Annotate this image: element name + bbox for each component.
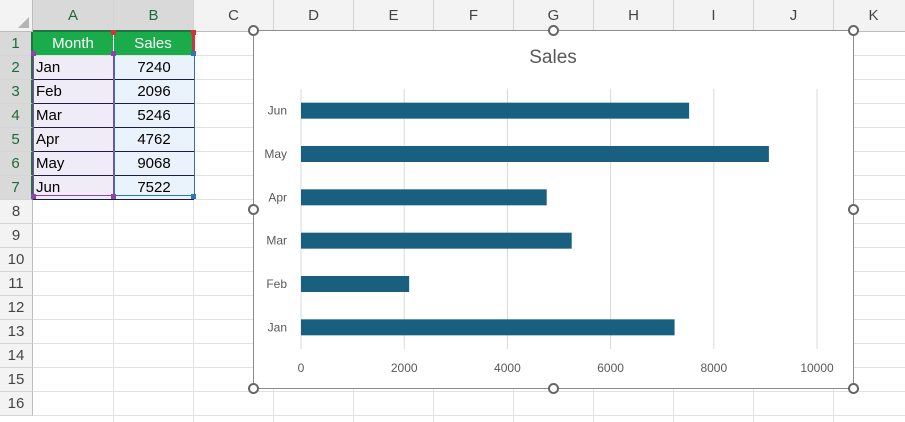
- resize-handle-top[interactable]: [548, 25, 559, 36]
- cell-a1-month-header[interactable]: Month: [33, 32, 114, 55]
- column-header-b[interactable]: B: [114, 0, 194, 32]
- column-header-c[interactable]: C: [194, 0, 274, 32]
- bar-jun: [301, 102, 690, 119]
- row-header-9[interactable]: 9: [0, 224, 33, 248]
- column-header-j[interactable]: J: [754, 0, 834, 32]
- value-range-outline: [114, 55, 195, 196]
- row-header-14[interactable]: 14: [0, 344, 33, 368]
- row-header-6[interactable]: 6: [0, 152, 33, 176]
- chart-canvas: Sales 0 2000 4000 6000 8000 10000 Jan Feb Mar Apr M…: [264, 47, 834, 375]
- row-header-11[interactable]: 11: [0, 272, 33, 296]
- gridline-vertical: [193, 32, 194, 422]
- bar-feb: [301, 276, 410, 292]
- range-handle[interactable]: [31, 51, 36, 56]
- row-header-1[interactable]: 1: [0, 32, 33, 56]
- y-category-label: Jun: [268, 104, 287, 118]
- resize-handle-bottom[interactable]: [548, 383, 559, 394]
- cell-a5-month[interactable]: Apr: [33, 128, 114, 152]
- resize-handle-left[interactable]: [248, 204, 259, 215]
- x-tick-label: 8000: [700, 361, 727, 375]
- chart-title[interactable]: Sales: [529, 47, 577, 68]
- range-handle[interactable]: [111, 51, 116, 56]
- y-category-label: May: [264, 147, 287, 161]
- cell-b7-sales[interactable]: 7522: [114, 176, 194, 200]
- category-range-outline: [33, 55, 114, 196]
- range-handle[interactable]: [111, 194, 116, 199]
- select-all-triangle-icon: [18, 17, 29, 28]
- range-handle[interactable]: [31, 194, 36, 199]
- resize-handle-top-right[interactable]: [848, 25, 859, 36]
- x-tick-label: 0: [298, 361, 305, 375]
- cell-a2-month[interactable]: Jan: [33, 56, 114, 80]
- cell-b5-sales[interactable]: 4762: [114, 128, 194, 152]
- bar-mar: [301, 232, 572, 249]
- column-header-i[interactable]: I: [674, 0, 754, 32]
- column-header-f[interactable]: F: [434, 0, 514, 32]
- cell-b6-sales[interactable]: 9068: [114, 152, 194, 176]
- select-all-corner[interactable]: [0, 0, 33, 32]
- row-header-7[interactable]: 7: [0, 176, 33, 200]
- range-handle[interactable]: [191, 194, 196, 199]
- row-header-2[interactable]: 2: [0, 56, 33, 80]
- row-header-10[interactable]: 10: [0, 248, 33, 272]
- cell-a3-month[interactable]: Feb: [33, 80, 114, 104]
- resize-handle-bottom-left[interactable]: [248, 383, 259, 394]
- resize-handle-top-left[interactable]: [248, 25, 259, 36]
- column-header-d[interactable]: D: [274, 0, 354, 32]
- x-tick-label: 6000: [597, 361, 624, 375]
- gridline-vertical: [113, 32, 114, 422]
- row-header-12[interactable]: 12: [0, 296, 33, 320]
- cell-b4-sales[interactable]: 5246: [114, 104, 194, 128]
- x-tick-label: 4000: [494, 361, 521, 375]
- bar-jan: [301, 319, 675, 336]
- cell-a7-month[interactable]: Jun: [33, 176, 114, 200]
- column-header-e[interactable]: E: [354, 0, 434, 32]
- header-range-edge: [193, 32, 195, 55]
- resize-handle-right[interactable]: [848, 204, 859, 215]
- range-handle[interactable]: [191, 51, 196, 56]
- column-header-h[interactable]: H: [594, 0, 674, 32]
- cell-a4-month[interactable]: Mar: [33, 104, 114, 128]
- y-category-label: Apr: [268, 190, 287, 204]
- range-handle[interactable]: [191, 30, 196, 35]
- bar-chart[interactable]: Sales 0 2000 4000 6000 8000 10000 Jan Feb Mar Apr M…: [253, 30, 854, 389]
- row-header-13[interactable]: 13: [0, 320, 33, 344]
- range-handle[interactable]: [111, 30, 116, 35]
- y-category-label: Feb: [266, 277, 287, 291]
- y-category-label: Mar: [266, 234, 287, 248]
- x-tick-label: 2000: [391, 361, 418, 375]
- gridline-horizontal: [33, 415, 905, 416]
- bar-apr: [301, 189, 547, 206]
- cell-b1-sales-header[interactable]: Sales: [114, 32, 194, 55]
- row-header-3[interactable]: 3: [0, 80, 33, 104]
- row-header-5[interactable]: 5: [0, 128, 33, 152]
- resize-handle-bottom-right[interactable]: [848, 383, 859, 394]
- bar-may: [301, 146, 769, 162]
- row-header-8[interactable]: 8: [0, 200, 33, 224]
- y-category-label: Jan: [268, 320, 287, 334]
- x-tick-label: 10000: [800, 361, 834, 375]
- cell-a6-month[interactable]: May: [33, 152, 114, 176]
- column-header-a[interactable]: A: [33, 0, 114, 32]
- column-header-k[interactable]: K: [834, 0, 905, 32]
- cell-b3-sales[interactable]: 2096: [114, 80, 194, 104]
- cell-b2-sales[interactable]: 7240: [114, 56, 194, 80]
- gridline-horizontal: [33, 391, 905, 392]
- row-header-16[interactable]: 16: [0, 392, 33, 416]
- row-header-15[interactable]: 15: [0, 368, 33, 392]
- row-header-4[interactable]: 4: [0, 104, 33, 128]
